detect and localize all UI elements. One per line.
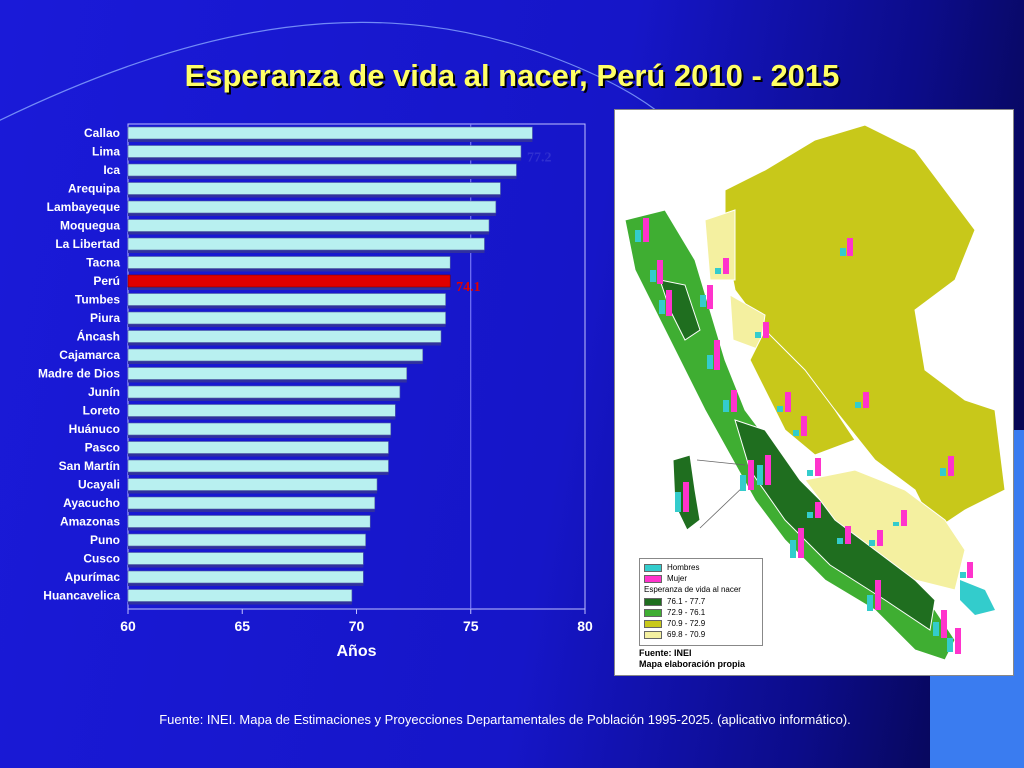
legend-range-label: 72.9 - 76.1 — [667, 608, 706, 617]
category-label: Tacna — [86, 256, 120, 270]
map-region-mid — [749, 329, 856, 456]
category-label: Perú — [93, 274, 120, 288]
bar — [127, 330, 442, 343]
category-label: Huancavelica — [43, 589, 120, 603]
category-label: Tumbes — [75, 293, 120, 307]
legend-item-range: 72.9 - 76.1 — [644, 608, 705, 617]
bar — [127, 126, 533, 140]
bar — [127, 533, 366, 547]
bar — [127, 478, 378, 491]
legend-swatch-range — [644, 630, 662, 639]
category-label: Callao — [84, 126, 120, 140]
bar — [127, 293, 446, 306]
category-label: Madre de Dios — [38, 367, 120, 381]
bar — [127, 274, 451, 288]
category-label: Ucayali — [78, 478, 120, 492]
x-tick-label: 60 — [120, 618, 136, 634]
legend-item-range: 76.1 - 77.7 — [644, 597, 705, 606]
legend-swatch-mujer — [644, 574, 662, 583]
category-label: San Martín — [59, 459, 120, 473]
category-label: Ica — [103, 163, 120, 177]
bar — [127, 348, 424, 362]
bar — [127, 515, 371, 528]
category-label: Arequipa — [68, 182, 120, 196]
source-note: Fuente: INEI. Mapa de Estimaciones y Pro… — [159, 712, 851, 727]
bar — [127, 311, 446, 325]
category-label: Lima — [92, 145, 120, 159]
legend-swatch-range — [644, 597, 662, 606]
bar — [127, 570, 364, 584]
legend-range-label: 69.8 - 70.9 — [667, 630, 706, 639]
category-label: Puno — [90, 533, 120, 547]
slide-title: Esperanza de vida al nacer, Perú 2010 - … — [184, 58, 840, 93]
corner-decoration — [1012, 430, 1024, 768]
category-label: La Libertad — [55, 237, 120, 251]
bar — [127, 459, 389, 473]
bar — [127, 404, 396, 417]
x-tick-label: 75 — [463, 618, 479, 634]
map-region-dark — [734, 419, 936, 631]
legend-item-range: 70.9 - 72.9 — [644, 619, 705, 628]
map-source-line: Mapa elaboración propia — [639, 659, 746, 669]
category-label: Pasco — [85, 441, 120, 455]
bar — [127, 237, 485, 251]
category-label: Cusco — [83, 552, 120, 566]
category-label: Áncash — [77, 329, 120, 344]
category-label: Amazonas — [60, 515, 120, 529]
category-label: Loreto — [83, 404, 120, 418]
category-label: Piura — [90, 311, 120, 325]
map-source-line: Fuente: INEI — [639, 648, 692, 658]
bar — [127, 496, 376, 510]
category-label: Junín — [88, 385, 120, 399]
legend-item-mujer: Mujer — [644, 574, 687, 583]
bar — [127, 441, 389, 454]
category-label: Huánuco — [69, 422, 120, 436]
bar — [127, 163, 517, 177]
bar — [127, 182, 501, 195]
data-label: 74.1 — [456, 280, 481, 295]
x-tick-label: 65 — [234, 618, 250, 634]
legend-swatch-hombres — [644, 563, 662, 572]
category-label: Ayacucho — [63, 496, 120, 510]
legend-item-hombres: Hombres — [644, 563, 699, 572]
life-expectancy-bar-chart: Callao Lima Ica Arequipa Lambayeque Moquegua L… — [38, 123, 593, 660]
map-gender-bars — [635, 218, 973, 654]
peru-map-panel: Hombres Mujer Esperanza de vida al nacer… — [614, 109, 1014, 676]
bar — [127, 367, 408, 380]
bar — [127, 145, 522, 158]
map-region-pale-south — [804, 469, 966, 591]
bar — [127, 256, 451, 269]
category-label: Cajamarca — [59, 348, 120, 362]
legend-range-label: 76.1 - 77.7 — [667, 597, 706, 606]
legend-range-label: 70.9 - 72.9 — [667, 619, 706, 628]
bar — [127, 552, 364, 565]
legend-heading-text: Esperanza de vida al nacer — [644, 585, 741, 594]
data-label: 77.2 — [527, 151, 552, 166]
legend-heading: Esperanza de vida al nacer — [644, 585, 741, 594]
category-label: Moquegua — [60, 219, 120, 233]
bar — [127, 219, 490, 232]
lake-titicaca — [960, 580, 995, 615]
map-source: Fuente: INEI Mapa elaboración propia — [639, 648, 745, 670]
legend-label-hombres: Hombres — [667, 563, 700, 572]
x-axis-label: Años — [337, 643, 377, 660]
bar — [127, 422, 392, 436]
legend-item-range: 69.8 - 70.9 — [644, 630, 705, 639]
x-tick-label: 70 — [349, 618, 365, 634]
legend-swatch-range — [644, 619, 662, 628]
bar — [127, 589, 353, 602]
category-label: Lambayeque — [47, 200, 121, 214]
category-label: Apurímac — [65, 570, 121, 584]
legend-label-mujer: Mujer — [667, 574, 688, 583]
map-legend: Hombres Mujer Esperanza de vida al nacer… — [639, 558, 763, 646]
legend-swatch-range — [644, 608, 662, 617]
bar — [127, 385, 401, 399]
bar — [127, 200, 497, 214]
x-tick-label: 80 — [577, 618, 593, 634]
peru-map — [624, 124, 1006, 661]
